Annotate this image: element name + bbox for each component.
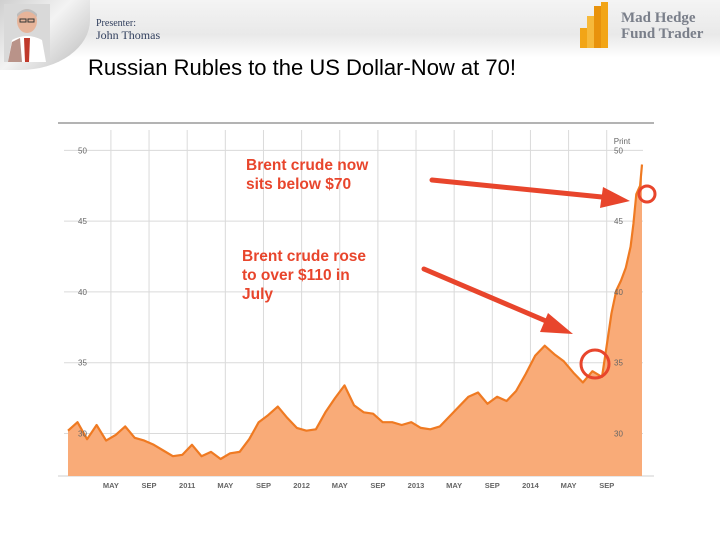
annotation-bottom-line-1: Brent crude rose [242, 248, 367, 265]
brand-name: Mad Hedge Fund Trader [621, 10, 703, 42]
arrow-bottom-head [540, 313, 573, 334]
brand-line-2: Fund Trader [621, 26, 704, 42]
y-tick-label-left-2: 40 [78, 288, 87, 297]
annotation-bottom-line-2: to over $110 in [242, 267, 350, 284]
brand-line-1: Mad Hedge [621, 10, 696, 26]
highlight-circle-bottom [579, 348, 611, 380]
y-tick-label-right-3: 45 [614, 217, 623, 226]
print-link[interactable]: Print [614, 137, 631, 146]
x-tick-label-13: SEP [599, 481, 614, 490]
x-tick-label-0: MAY [103, 481, 119, 490]
y-tick-label-right-2: 40 [614, 288, 623, 297]
x-tick-label-6: MAY [332, 481, 348, 490]
y-tick-label-left-1: 35 [78, 359, 87, 368]
annotation-top-line-1: Brent crude now [246, 157, 369, 174]
presenter-photo [4, 4, 50, 62]
x-tick-label-10: SEP [485, 481, 500, 490]
annotation-bottom-line-3: July [242, 286, 274, 303]
x-tick-label-7: SEP [370, 481, 385, 490]
x-tick-label-5: 2012 [293, 481, 310, 490]
y-tick-label-right-4: 50 [614, 146, 623, 155]
arrow-top-head [600, 187, 630, 208]
ruble-dollar-chart: 30 30 35 35 40 40 45 45 50 50 MAY SEP 2011 MAY SEP 2012… [58, 122, 657, 490]
x-tick-label-2: 2011 [179, 481, 195, 490]
x-tick-label-11: 2014 [522, 481, 540, 490]
arrow-top-shaft [429, 177, 615, 201]
x-tick-label-9: MAY [446, 481, 462, 490]
y-tick-label-left-4: 50 [78, 146, 87, 155]
x-tick-label-8: 2013 [408, 481, 425, 490]
mad-hedge-logo-icon [580, 2, 608, 48]
slide-title: Russian Rubles to the US Dollar-Now at 7… [88, 55, 516, 80]
x-tick-label-1: SEP [142, 481, 157, 490]
y-tick-label-left-0: 30 [78, 430, 87, 439]
annotation-top: Brent crude now sits below $70 [246, 156, 368, 194]
presenter-role: Presenter: [96, 18, 136, 29]
y-tick-label-right-0: 30 [614, 430, 623, 439]
annotation-top-line-2: sits below $70 [246, 176, 352, 193]
series-line [67, 164, 644, 461]
x-tick-label-3: MAY [217, 481, 233, 490]
presenter-name: John Thomas [96, 28, 161, 42]
highlight-circle-top [637, 184, 657, 204]
presenter-block: Presenter: John Thomas [96, 18, 160, 43]
y-tick-label-left-3: 45 [78, 217, 87, 226]
annotation-bottom: Brent crude rose to over $110 in July [242, 247, 366, 304]
y-tick-label-right-1: 35 [614, 359, 623, 368]
x-tick-label-12: MAY [561, 481, 577, 490]
x-tick-label-4: SEP [256, 481, 271, 490]
arrow-bottom-shaft [421, 266, 556, 327]
